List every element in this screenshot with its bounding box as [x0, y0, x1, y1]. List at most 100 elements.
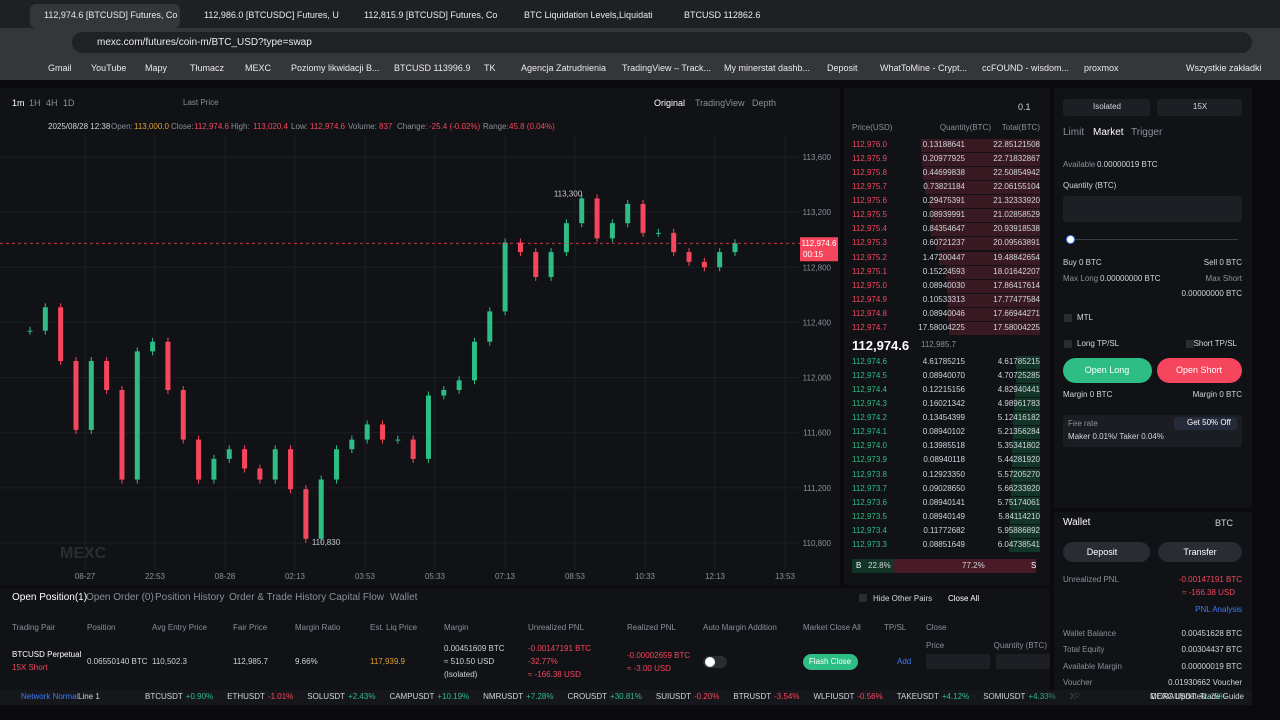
open-long[interactable]: Open Long — [1084, 364, 1130, 375]
tab-title[interactable]: BTCUSD 112862.6 — [684, 9, 761, 20]
ticker-item[interactable]: SOLUSDT +2.43% — [307, 693, 378, 701]
bookmark[interactable]: TK — [484, 62, 496, 73]
interval[interactable]: 4H — [46, 97, 58, 108]
ticker-item[interactable]: BTCUSDT +0.90% — [145, 693, 216, 701]
ticker-item[interactable]: BTRUSDT -3.54% — [733, 693, 802, 701]
leverage[interactable]: 15X — [1192, 102, 1208, 111]
bookmark[interactable]: WhatToMine - Crypt... — [880, 62, 968, 73]
ticker-item[interactable]: TAKEUSDT +4.12% — [897, 693, 972, 701]
ohlc-high-label: High: — [231, 122, 250, 131]
ticker-item[interactable]: CROUSDT +30.81% — [568, 693, 645, 701]
open-short-button[interactable] — [1157, 358, 1242, 383]
bookmark[interactable]: Deposit — [827, 62, 858, 73]
tab-title[interactable]: BTC Liquidation Levels,Liquidati — [524, 9, 653, 20]
max-short-label: Max Short — [1205, 274, 1242, 283]
bookmark[interactable]: YouTube — [91, 62, 127, 73]
url[interactable]: mexc.com/futures/coin-m/BTC_USD?type=swa… — [97, 37, 312, 48]
bookmark[interactable]: TradingView – Track... — [622, 62, 712, 73]
ob-price: 112,974.4 — [852, 385, 887, 395]
margin-mode[interactable]: Isolated — [1092, 102, 1122, 111]
bookmark[interactable]: ccFOUND - wisdom... — [982, 62, 1070, 73]
mode-button[interactable] — [1063, 99, 1150, 116]
candle — [487, 311, 493, 342]
ob-qty: 0.08939991 — [922, 210, 965, 220]
order-type[interactable]: Market — [1093, 127, 1124, 138]
depth-bar — [1011, 454, 1040, 468]
view-toggle[interactable]: Original — [654, 97, 686, 108]
bookmark[interactable]: Tłumacz — [190, 62, 225, 73]
quantity-input[interactable] — [1063, 196, 1242, 222]
order-type[interactable]: Trigger — [1131, 127, 1163, 138]
price-type[interactable]: Last Price — [183, 98, 219, 107]
checkbox[interactable] — [1064, 340, 1072, 348]
price-input[interactable] — [926, 654, 990, 669]
tab-title[interactable]: 112,815.9 [BTCUSD] Futures, Co — [364, 9, 498, 20]
bookmark[interactable]: Mapy — [145, 62, 168, 73]
promo-badge[interactable] — [1174, 417, 1237, 430]
slider-track[interactable] — [1070, 239, 1238, 240]
position-tab[interactable]: Wallet — [390, 592, 418, 603]
interval[interactable]: 1D — [63, 97, 75, 108]
active-tab[interactable] — [30, 4, 180, 28]
long-tpsl[interactable]: Long TP/SL — [1077, 339, 1120, 348]
position-tab[interactable]: Capital Flow — [329, 592, 385, 603]
toggle-knob[interactable] — [705, 657, 715, 667]
ohlc-change: -25.4 (-0.02%) — [429, 122, 481, 131]
rpnl-usd: ≈ -3.00 USD — [627, 664, 671, 673]
interval[interactable]: 1m — [12, 97, 25, 108]
transfer-button[interactable] — [1158, 542, 1242, 562]
add-tpsl[interactable]: Add — [897, 657, 912, 666]
hide-other[interactable]: Hide Other Pairs — [873, 594, 933, 603]
position-tab[interactable]: Order & Trade History — [229, 592, 327, 603]
bookmark[interactable]: My minerstat dashb... — [724, 62, 811, 73]
tab-title[interactable]: 112,974.6 [BTCUSD] Futures, Co — [44, 9, 178, 20]
guide[interactable]: Trade Guide — [1199, 692, 1244, 701]
qty-input[interactable] — [996, 654, 1050, 669]
bookmark[interactable]: BTCUSD 113996.9 — [394, 62, 471, 73]
view-toggle[interactable]: TradingView — [695, 97, 745, 108]
short-tpsl[interactable]: Short TP/SL — [1193, 339, 1237, 348]
flash-close-button[interactable] — [803, 654, 858, 670]
bookmark[interactable]: Gmail — [48, 62, 72, 73]
checkbox[interactable] — [859, 594, 867, 602]
pnl-analysis[interactable]: PNL Analysis — [1195, 605, 1242, 614]
view-toggle[interactable]: Depth — [752, 97, 777, 108]
tab-title[interactable]: 112,986.0 [BTCUSDC] Futures, U — [204, 9, 339, 20]
ticker-item[interactable]: NMRUSDT +7.28% — [483, 693, 556, 701]
promo[interactable]: Get 50% Off — [1187, 418, 1231, 427]
slider-knob[interactable] — [1066, 235, 1075, 244]
bookmark[interactable]: Agencja Zatrudnienia — [521, 62, 607, 73]
deposit-button[interactable] — [1063, 542, 1150, 562]
bookmark[interactable]: proxmox — [1084, 62, 1119, 73]
position-tab[interactable]: Open Position(1) — [12, 592, 88, 603]
checkbox[interactable] — [1186, 340, 1194, 348]
order-type[interactable]: Limit — [1063, 127, 1085, 138]
updates[interactable]: MEXC Updates — [1150, 692, 1206, 701]
leverage-button[interactable] — [1157, 99, 1242, 116]
open-long-button[interactable] — [1063, 358, 1152, 383]
address-bar[interactable] — [72, 32, 1252, 53]
close-all[interactable]: Close All — [948, 594, 980, 603]
last-price-tag — [800, 237, 838, 262]
flash-close[interactable]: Flash Close — [808, 657, 852, 666]
position-tab[interactable]: Open Order (0) — [86, 592, 154, 603]
candle — [180, 389, 186, 440]
interval[interactable]: 1H — [29, 97, 41, 108]
ticker-item[interactable]: SUIUSDT -0.20% — [656, 693, 722, 701]
wallet-currency[interactable]: BTC — [1215, 517, 1233, 528]
bookmark[interactable]: Poziomy likwidacji B... — [291, 62, 380, 73]
open-short[interactable]: Open Short — [1175, 364, 1223, 375]
deposit[interactable]: Deposit — [1086, 546, 1118, 557]
bookmark[interactable]: MEXC — [245, 62, 272, 73]
bookmark[interactable]: Wszystkie zakładki — [1186, 62, 1262, 73]
transfer[interactable]: Transfer — [1183, 546, 1217, 557]
mtl[interactable]: MTL — [1077, 313, 1093, 322]
ticker-item[interactable]: DORAUSDT +1.25% — [1151, 693, 1229, 701]
ticker-item[interactable]: CAMPUSDT +10.19% — [389, 693, 472, 701]
position-tab[interactable]: Position History — [155, 592, 225, 603]
margin-long: Margin 0 BTC — [1063, 390, 1113, 399]
ticker-item[interactable]: ETHUSDT -1.01% — [227, 693, 296, 701]
ticker-item[interactable]: WLFIUSDT -0.56% — [814, 693, 886, 701]
checkbox[interactable] — [1064, 314, 1072, 322]
tick-size[interactable]: 0.1 — [1018, 101, 1031, 112]
